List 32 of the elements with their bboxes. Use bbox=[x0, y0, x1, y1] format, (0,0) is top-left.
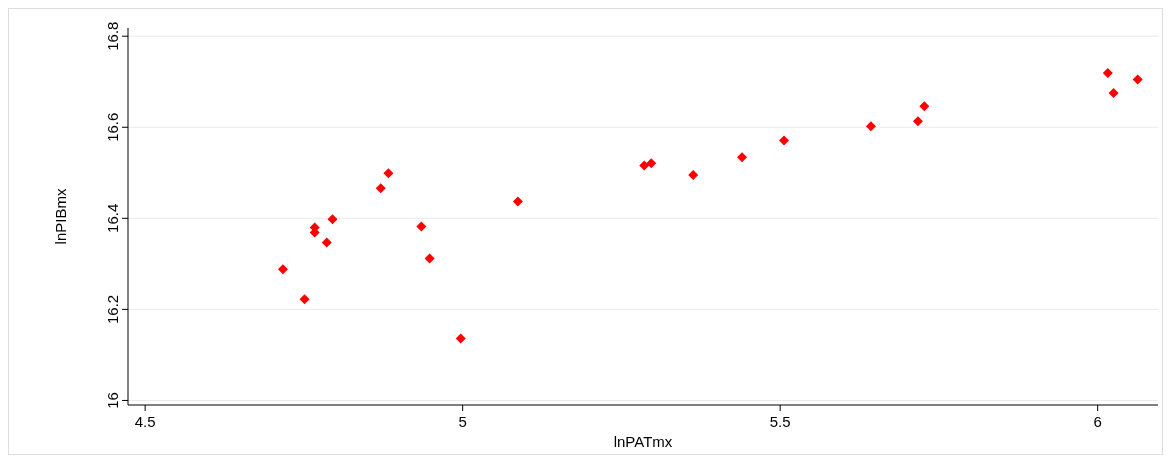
point bbox=[416, 221, 427, 232]
y-tick-label: 16.4 bbox=[104, 203, 121, 233]
x-tick-label: 6 bbox=[1093, 413, 1102, 430]
x-tick-label: 5 bbox=[458, 413, 467, 430]
point bbox=[778, 135, 789, 146]
point bbox=[512, 196, 523, 207]
point bbox=[424, 253, 435, 264]
x-tick-label: 5.5 bbox=[769, 413, 791, 430]
x-tick-label: 4.5 bbox=[134, 413, 156, 430]
point bbox=[321, 237, 332, 248]
x-axis-title: lnPATmx bbox=[613, 433, 673, 450]
point bbox=[375, 183, 386, 194]
y-axis-title: lnPIBmx bbox=[52, 188, 69, 245]
y-tick-label: 16.8 bbox=[104, 21, 121, 51]
y-tick-label: 16.6 bbox=[104, 112, 121, 142]
point bbox=[646, 158, 657, 169]
point bbox=[327, 214, 338, 225]
point bbox=[383, 168, 394, 179]
y-tick-label: 16.2 bbox=[104, 294, 121, 324]
point bbox=[919, 101, 930, 112]
point bbox=[277, 264, 288, 275]
point bbox=[639, 160, 650, 171]
y-tick-label: 16 bbox=[104, 392, 121, 409]
point bbox=[455, 333, 466, 344]
point bbox=[737, 152, 748, 163]
point bbox=[688, 170, 699, 181]
point bbox=[912, 116, 923, 127]
point bbox=[299, 294, 310, 305]
point bbox=[1108, 88, 1119, 99]
point bbox=[865, 121, 876, 132]
point bbox=[1132, 74, 1143, 85]
point bbox=[1102, 68, 1113, 79]
